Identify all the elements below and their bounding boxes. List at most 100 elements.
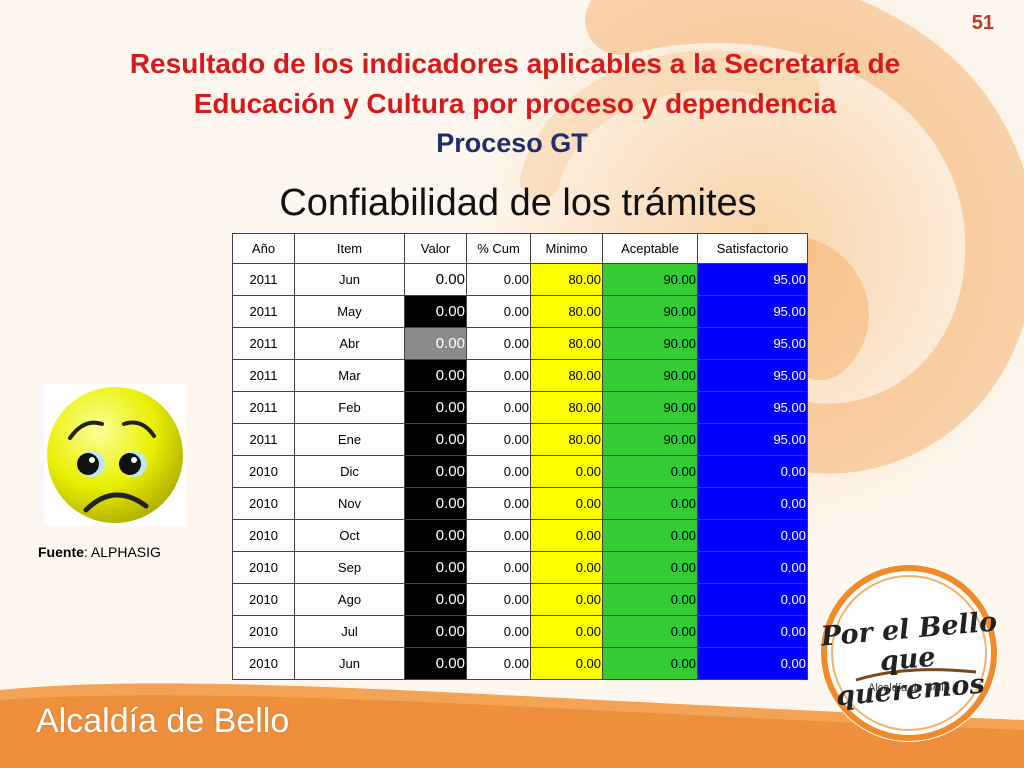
cell-cum: 0.00 — [466, 359, 531, 392]
sad-face-icon — [44, 384, 186, 526]
source-label: Fuente — [38, 544, 84, 560]
cell-cum: 0.00 — [466, 295, 531, 328]
cell-valor: 0.00 — [404, 583, 467, 616]
cell-aceptable: 90.00 — [602, 391, 698, 424]
cell-valor: 0.00 — [404, 455, 467, 488]
cell-aceptable: 90.00 — [602, 263, 698, 296]
cell-satisfactorio: 95.00 — [697, 359, 808, 392]
cell-item: Abr — [294, 327, 405, 360]
table-row: 2010 Oct 0.00 0.00 0.00 0.00 0.00 — [232, 519, 808, 552]
cell-cum: 0.00 — [466, 263, 531, 296]
cell-satisfactorio: 0.00 — [697, 455, 808, 488]
cell-anio: 2011 — [232, 391, 295, 424]
cell-cum: 0.00 — [466, 487, 531, 520]
cell-satisfactorio: 0.00 — [697, 487, 808, 520]
header-anio: Año — [232, 233, 295, 264]
cell-item: Nov — [294, 487, 405, 520]
table-row: 2011 Ene 0.00 0.00 80.00 90.00 95.00 — [232, 423, 808, 456]
table-row: 2011 Mar 0.00 0.00 80.00 90.00 95.00 — [232, 359, 808, 392]
cell-aceptable: 0.00 — [602, 583, 698, 616]
cell-valor: 0.00 — [404, 647, 467, 680]
cell-valor: 0.00 — [404, 519, 467, 552]
table-row: 2010 Sep 0.00 0.00 0.00 0.00 0.00 — [232, 551, 808, 584]
header-aceptable: Aceptable — [602, 233, 698, 264]
cell-aceptable: 0.00 — [602, 487, 698, 520]
table-row: 2010 Jun 0.00 0.00 0.00 0.00 0.00 — [232, 647, 808, 680]
cell-minimo: 0.00 — [530, 615, 603, 648]
cell-valor: 0.00 — [404, 327, 467, 360]
header-item: Item — [294, 233, 405, 264]
cell-aceptable: 90.00 — [602, 359, 698, 392]
cell-item: Oct — [294, 519, 405, 552]
cell-valor: 0.00 — [404, 487, 467, 520]
cell-anio: 2011 — [232, 327, 295, 360]
indicator-table: Año Item Valor % Cum Minimo Aceptable Sa… — [232, 233, 808, 680]
table-row: 2011 May 0.00 0.00 80.00 90.00 95.00 — [232, 295, 808, 328]
table-row: 2010 Ago 0.00 0.00 0.00 0.00 0.00 — [232, 583, 808, 616]
cell-aceptable: 0.00 — [602, 647, 698, 680]
cell-item: May — [294, 295, 405, 328]
cell-minimo: 0.00 — [530, 519, 603, 552]
cell-minimo: 0.00 — [530, 487, 603, 520]
cell-valor: 0.00 — [404, 551, 467, 584]
source-value: : ALPHASIG — [83, 544, 161, 560]
cell-satisfactorio: 0.00 — [697, 647, 808, 680]
cell-minimo: 80.00 — [530, 391, 603, 424]
cell-satisfactorio: 95.00 — [697, 295, 808, 328]
cell-cum: 0.00 — [466, 423, 531, 456]
cell-valor: 0.00 — [404, 423, 467, 456]
cell-cum: 0.00 — [466, 647, 531, 680]
cell-cum: 0.00 — [466, 583, 531, 616]
cell-anio: 2010 — [232, 551, 295, 584]
table-row: 2010 Dic 0.00 0.00 0.00 0.00 0.00 — [232, 455, 808, 488]
table-row: 2010 Nov 0.00 0.00 0.00 0.00 0.00 — [232, 487, 808, 520]
table-row: 2011 Feb 0.00 0.00 80.00 90.00 95.00 — [232, 391, 808, 424]
cell-satisfactorio: 0.00 — [697, 615, 808, 648]
cell-item: Jun — [294, 263, 405, 296]
cell-item: Feb — [294, 391, 405, 424]
cell-anio: 2011 — [232, 423, 295, 456]
cell-satisfactorio: 0.00 — [697, 519, 808, 552]
cell-valor: 0.00 — [404, 391, 467, 424]
campaign-logo: Por el Bello que queremos Alcaldía de Be… — [816, 560, 1002, 746]
cell-minimo: 0.00 — [530, 551, 603, 584]
cell-cum: 0.00 — [466, 519, 531, 552]
table-header-row: Año Item Valor % Cum Minimo Aceptable Sa… — [232, 233, 808, 264]
source-note: Fuente: ALPHASIG — [38, 544, 161, 560]
cell-minimo: 0.00 — [530, 455, 603, 488]
cell-aceptable: 90.00 — [602, 295, 698, 328]
header-satisfactorio: Satisfactorio — [697, 233, 808, 264]
cell-minimo: 80.00 — [530, 263, 603, 296]
cell-item: Jun — [294, 647, 405, 680]
cell-cum: 0.00 — [466, 551, 531, 584]
cell-cum: 0.00 — [466, 327, 531, 360]
cell-item: Sep — [294, 551, 405, 584]
cell-minimo: 80.00 — [530, 327, 603, 360]
cell-anio: 2010 — [232, 615, 295, 648]
cell-valor: 0.00 — [404, 295, 467, 328]
cell-valor: 0.00 — [404, 615, 467, 648]
indicator-title: Confiabilidad de los trámites — [279, 182, 757, 224]
page-subtitle: Proceso GT — [436, 128, 588, 158]
cell-anio: 2010 — [232, 455, 295, 488]
cell-cum: 0.00 — [466, 615, 531, 648]
cell-aceptable: 0.00 — [602, 551, 698, 584]
cell-cum: 0.00 — [466, 455, 531, 488]
cell-valor: 0.00 — [404, 359, 467, 392]
page-title: Resultado de los indicadores aplicables … — [129, 48, 901, 119]
header-valor: Valor — [404, 233, 467, 264]
footer-brand: Alcaldía de Bello — [36, 702, 290, 740]
cell-anio: 2011 — [232, 359, 295, 392]
table-body: 2011 Jun 0.00 0.00 80.00 90.00 95.00 2011 May 0.0… — [232, 263, 808, 680]
cell-minimo: 0.00 — [530, 583, 603, 616]
cell-aceptable: 0.00 — [602, 519, 698, 552]
cell-satisfactorio: 95.00 — [697, 423, 808, 456]
cell-anio: 2010 — [232, 583, 295, 616]
cell-anio: 2011 — [232, 295, 295, 328]
cell-minimo: 80.00 — [530, 359, 603, 392]
cell-item: Dic — [294, 455, 405, 488]
cell-item: Jul — [294, 615, 405, 648]
cell-aceptable: 0.00 — [602, 615, 698, 648]
cell-anio: 2011 — [232, 263, 295, 296]
cell-satisfactorio: 0.00 — [697, 551, 808, 584]
